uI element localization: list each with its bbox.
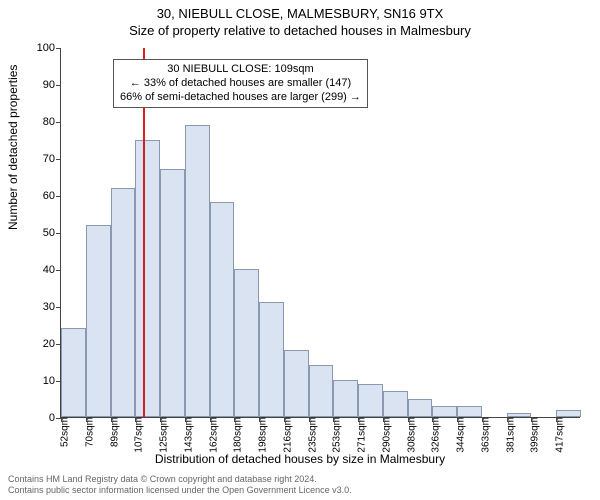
histogram-bar xyxy=(185,125,210,417)
x-tick-label: 143sqm xyxy=(181,417,194,453)
histogram-bar xyxy=(111,188,136,417)
x-tick-label: 363sqm xyxy=(478,417,491,453)
histogram-bar xyxy=(259,302,284,417)
histogram-bar xyxy=(234,269,259,417)
x-tick-label: 381sqm xyxy=(503,417,516,453)
x-tick-label: 344sqm xyxy=(454,417,467,453)
chart-container: 30, NIEBULL CLOSE, MALMESBURY, SN16 9TX … xyxy=(0,0,600,500)
histogram-bar xyxy=(408,399,433,418)
y-tick-mark xyxy=(56,233,61,234)
histogram-bar xyxy=(86,225,111,417)
histogram-bar xyxy=(210,202,235,417)
footer-line-2: Contains public sector information licen… xyxy=(8,485,352,496)
annotation-line: ← 33% of detached houses are smaller (14… xyxy=(120,77,361,91)
y-axis-label: Number of detached properties xyxy=(6,65,20,230)
histogram-bar xyxy=(383,391,408,417)
x-tick-label: 235sqm xyxy=(305,417,318,453)
y-tick-mark xyxy=(56,122,61,123)
x-tick-label: 290sqm xyxy=(379,417,392,453)
annotation-box: 30 NIEBULL CLOSE: 109sqm← 33% of detache… xyxy=(113,59,368,108)
histogram-bar xyxy=(432,406,457,417)
x-tick-label: 417sqm xyxy=(553,417,566,453)
x-tick-label: 271sqm xyxy=(355,417,368,453)
y-tick-mark xyxy=(56,85,61,86)
histogram-bar xyxy=(333,380,358,417)
histogram-bar xyxy=(135,140,160,418)
x-tick-label: 180sqm xyxy=(231,417,244,453)
x-tick-label: 52sqm xyxy=(58,417,71,447)
x-tick-label: 70sqm xyxy=(82,417,95,447)
histogram-bar xyxy=(61,328,86,417)
histogram-bar xyxy=(556,410,581,417)
y-tick-mark xyxy=(56,270,61,271)
footer-credits: Contains HM Land Registry data © Crown c… xyxy=(8,474,352,496)
x-tick-label: 253sqm xyxy=(330,417,343,453)
x-tick-label: 125sqm xyxy=(157,417,170,453)
x-tick-label: 107sqm xyxy=(132,417,145,453)
plot-area: 010203040506070809010052sqm70sqm89sqm107… xyxy=(60,48,580,418)
histogram-bar xyxy=(358,384,383,417)
y-tick-mark xyxy=(56,48,61,49)
y-tick-mark xyxy=(56,159,61,160)
x-tick-label: 326sqm xyxy=(429,417,442,453)
page-title: 30, NIEBULL CLOSE, MALMESBURY, SN16 9TX xyxy=(0,0,600,21)
x-tick-label: 399sqm xyxy=(528,417,541,453)
x-tick-label: 216sqm xyxy=(280,417,293,453)
x-tick-label: 198sqm xyxy=(256,417,269,453)
x-tick-label: 89sqm xyxy=(107,417,120,447)
histogram-bar xyxy=(309,365,334,417)
footer-line-1: Contains HM Land Registry data © Crown c… xyxy=(8,474,352,485)
x-tick-label: 162sqm xyxy=(206,417,219,453)
histogram-bar xyxy=(457,406,482,417)
page-subtitle: Size of property relative to detached ho… xyxy=(0,21,600,38)
histogram-bar xyxy=(284,350,309,417)
y-tick-mark xyxy=(56,307,61,308)
annotation-line: 30 NIEBULL CLOSE: 109sqm xyxy=(120,63,361,77)
y-tick-mark xyxy=(56,196,61,197)
x-tick-label: 308sqm xyxy=(404,417,417,453)
annotation-line: 66% of semi-detached houses are larger (… xyxy=(120,91,361,105)
x-axis-label: Distribution of detached houses by size … xyxy=(0,452,600,466)
histogram-bar xyxy=(160,169,185,417)
